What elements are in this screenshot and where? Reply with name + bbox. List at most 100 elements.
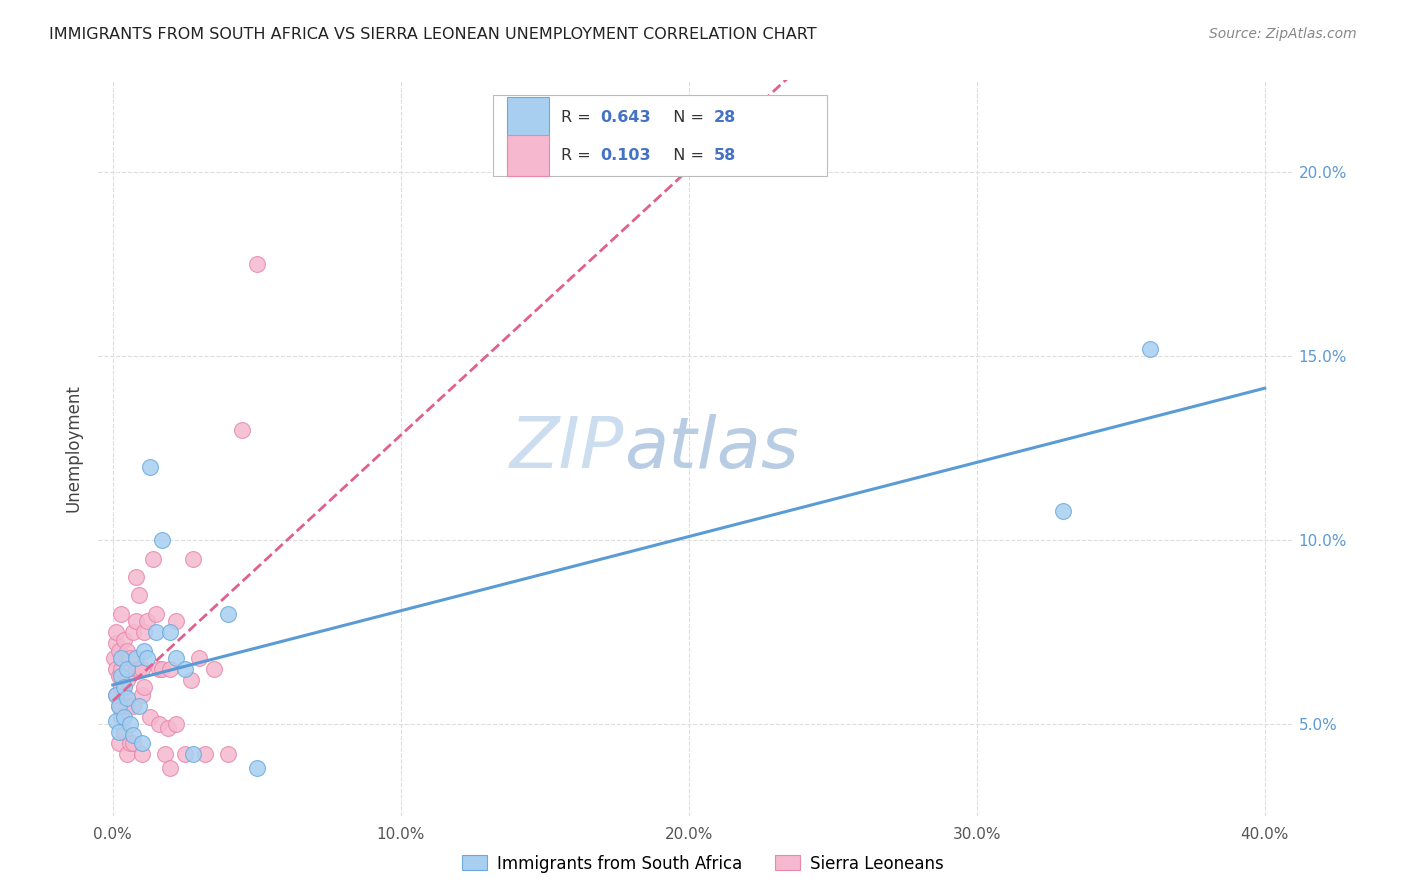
Point [134,625,156,640]
Point [112,688,135,702]
Point [165,651,187,665]
Point [150,662,173,676]
Point [110,710,132,724]
Text: 28: 28 [714,111,737,125]
Point [217,607,239,621]
Text: 58: 58 [714,148,737,163]
Point [115,747,138,761]
Text: Source: ZipAtlas.com: Source: ZipAtlas.com [1209,27,1357,41]
Point [128,662,150,676]
Text: ZIP: ZIP [510,414,624,483]
Point [131,688,153,702]
Point [246,257,269,271]
Point [180,673,202,687]
Point [107,698,129,713]
Point [134,643,156,657]
Point [115,673,138,687]
Text: N =: N = [662,111,709,125]
Point [128,698,150,713]
Point [104,662,127,676]
Point [188,651,211,665]
Point [153,747,176,761]
Legend: Immigrants from South Africa, Sierra Leoneans: Immigrants from South Africa, Sierra Leo… [456,848,950,880]
Point [104,636,127,650]
Text: IMMIGRANTS FROM SOUTH AFRICA VS SIERRA LEONEAN UNEMPLOYMENT CORRELATION CHART: IMMIGRANTS FROM SOUTH AFRICA VS SIERRA L… [49,27,817,42]
Point [202,662,225,676]
Point [156,721,179,735]
Point [142,551,165,566]
Point [128,589,150,603]
Point [246,761,269,775]
Point [110,607,132,621]
Point [115,691,138,706]
Point [136,651,159,665]
Point [231,423,253,437]
Text: R =: R = [561,111,596,125]
Point [120,651,142,665]
FancyBboxPatch shape [508,97,548,138]
FancyBboxPatch shape [494,95,828,176]
Text: 0.643: 0.643 [600,111,651,125]
Point [115,662,138,676]
Point [145,625,167,640]
Point [120,735,142,749]
Point [115,698,138,713]
Point [131,735,153,749]
Point [110,698,132,713]
Point [125,570,148,584]
Point [122,728,145,742]
Point [134,681,156,695]
Point [115,643,138,657]
Point [107,643,129,657]
Point [194,747,217,761]
Point [125,614,148,628]
Point [131,747,153,761]
Text: R =: R = [561,148,596,163]
Point [183,551,205,566]
Point [148,662,170,676]
Point [107,698,129,713]
Point [150,533,173,548]
Point [139,710,162,724]
Point [110,681,132,695]
Point [148,717,170,731]
Point [131,662,153,676]
Point [107,724,129,739]
Point [104,688,127,702]
Text: N =: N = [662,148,709,163]
Point [165,717,187,731]
Point [112,632,135,647]
Point [110,669,132,683]
Point [104,714,127,728]
Text: atlas: atlas [624,414,799,483]
Point [112,681,135,695]
Point [125,662,148,676]
Point [1052,504,1074,518]
Point [112,724,135,739]
Point [125,651,148,665]
Point [122,735,145,749]
Text: 0.103: 0.103 [600,148,651,163]
Point [104,688,127,702]
Point [103,651,125,665]
Point [107,669,129,683]
Point [165,614,187,628]
Point [136,614,159,628]
Point [110,651,132,665]
Point [217,747,239,761]
Point [139,459,162,474]
Point [159,662,181,676]
Point [173,662,195,676]
Point [173,747,195,761]
Point [145,607,167,621]
Point [122,698,145,713]
Point [183,747,205,761]
Point [122,625,145,640]
Point [159,625,181,640]
Point [159,761,181,775]
Point [110,662,132,676]
Point [112,710,135,724]
FancyBboxPatch shape [508,136,548,176]
Point [120,717,142,731]
Point [104,625,127,640]
